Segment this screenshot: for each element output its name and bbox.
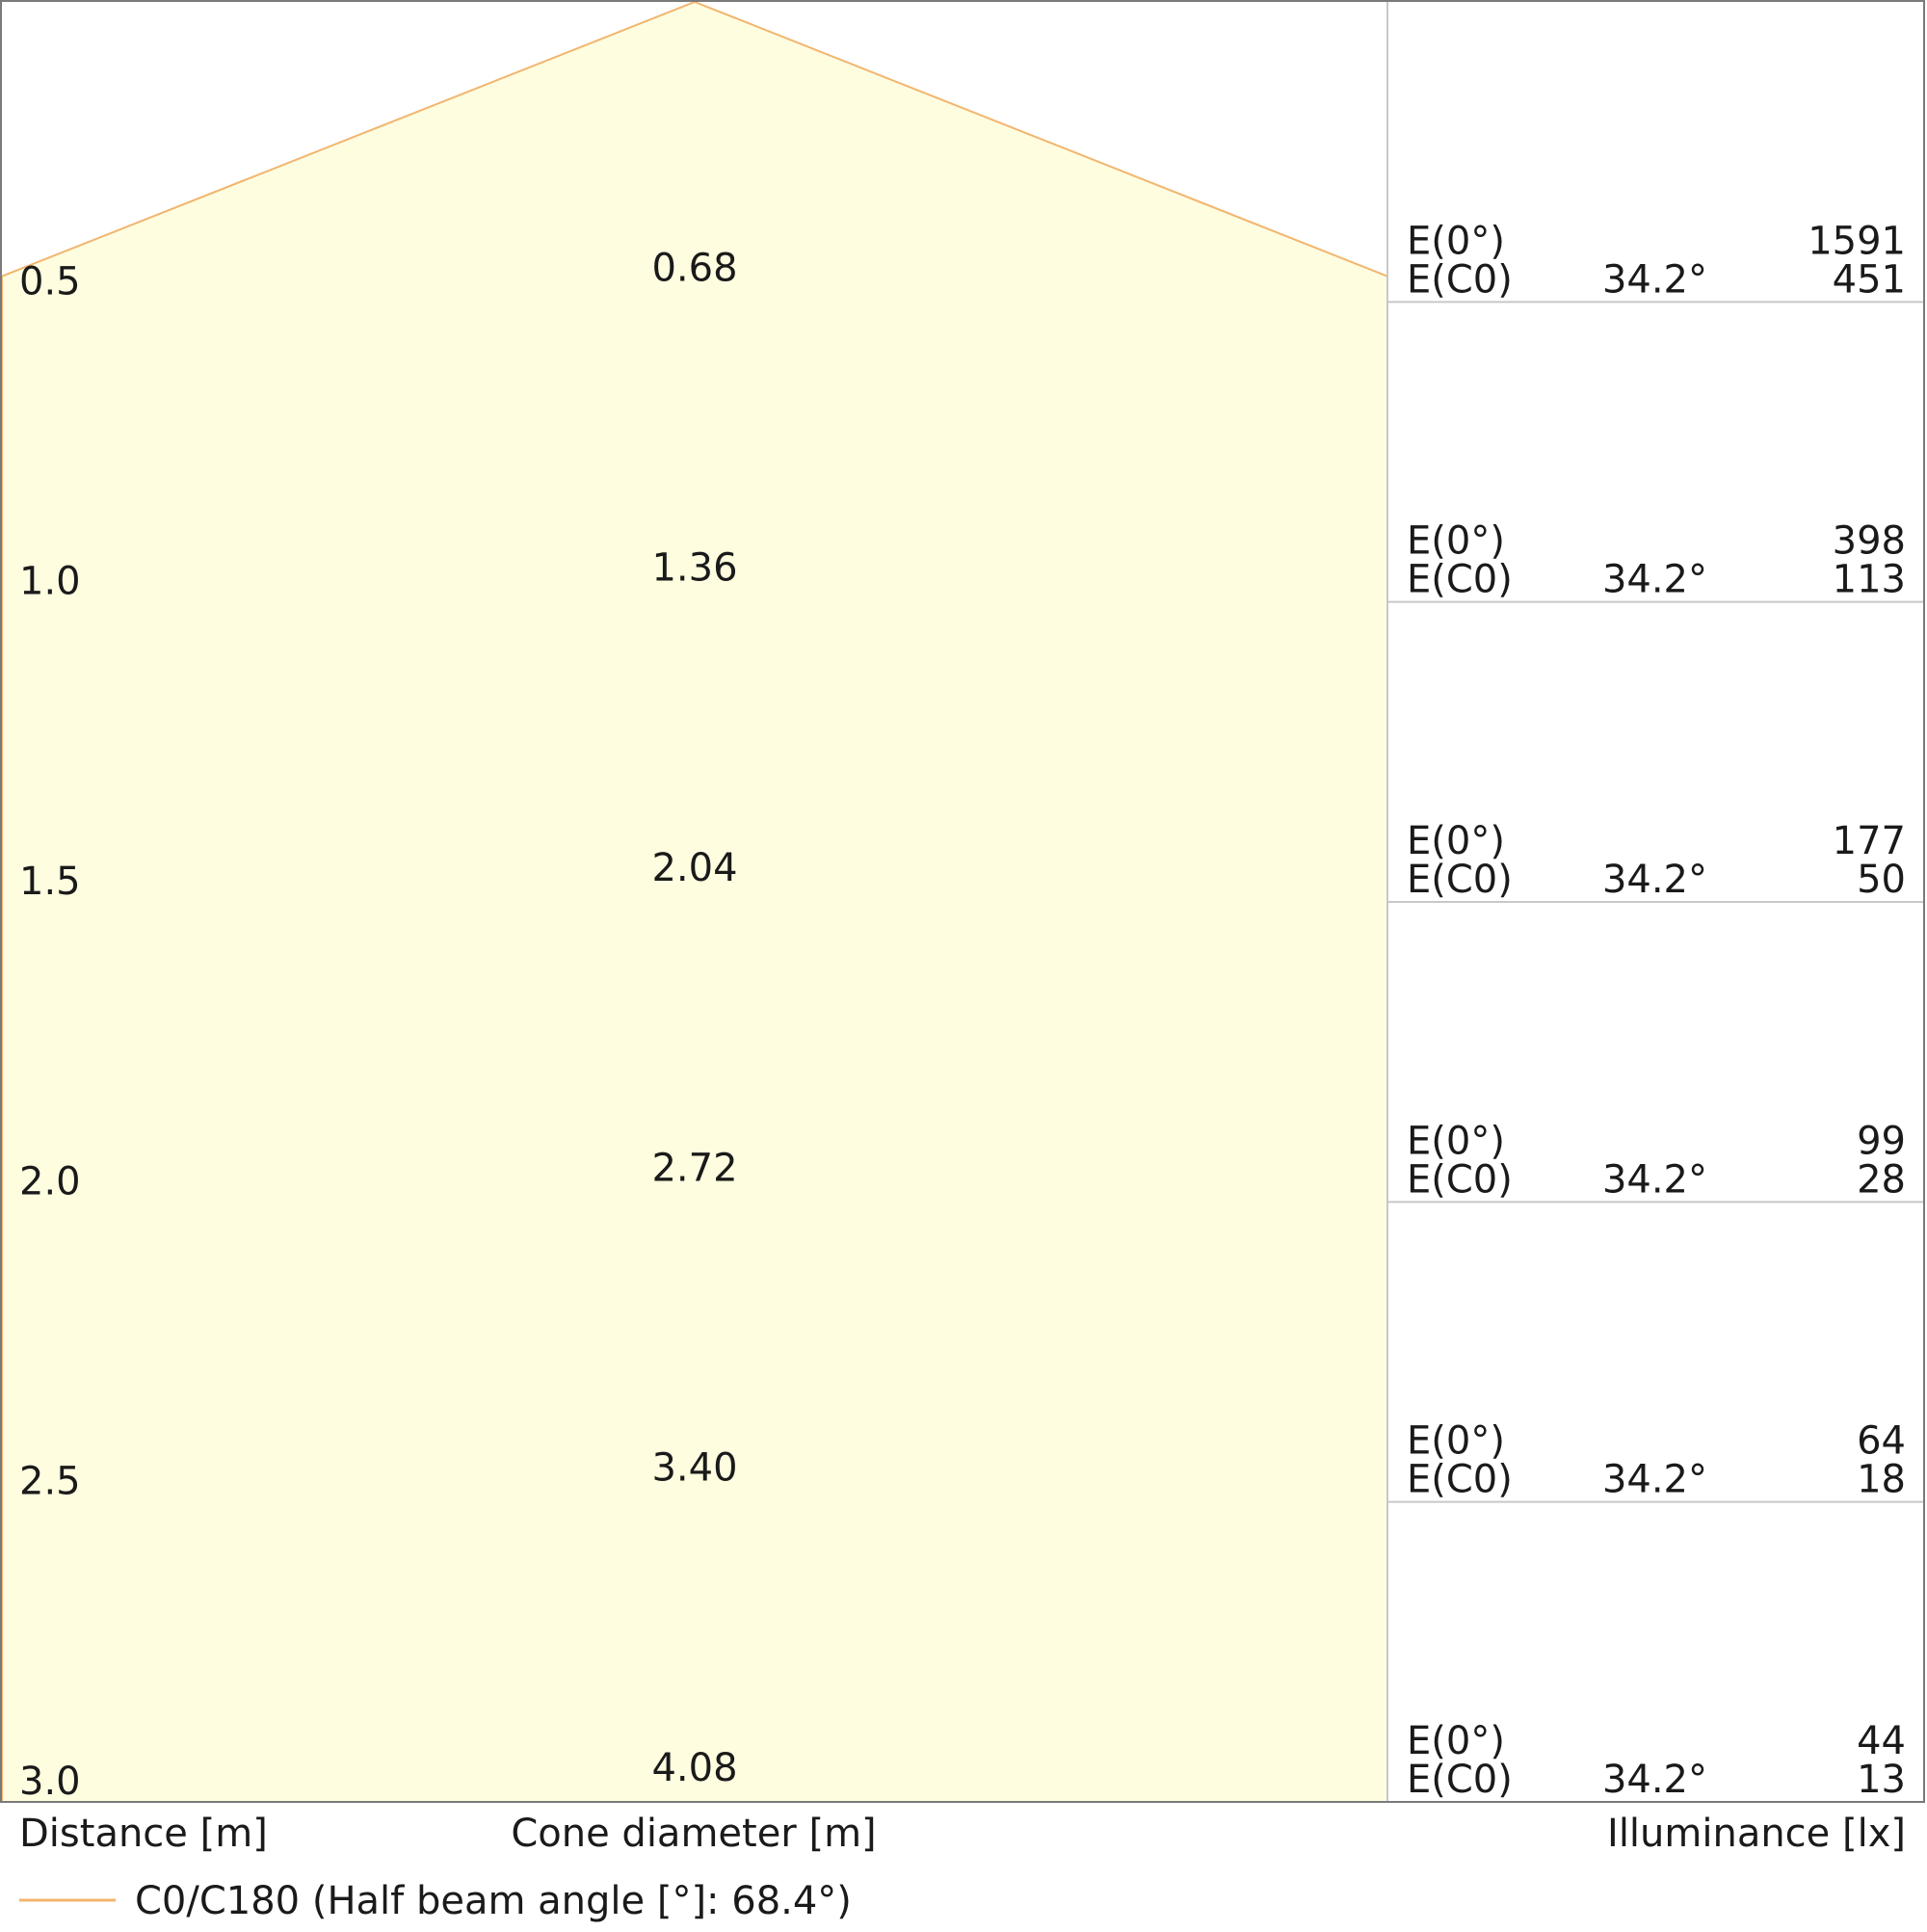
e0-label: E(0°)	[1407, 1419, 1505, 1464]
diameter-label: 2.72	[651, 1146, 737, 1190]
diameter-label: 0.68	[651, 246, 737, 290]
distance-label: 0.5	[19, 259, 81, 304]
ec0-label: E(C0)	[1407, 257, 1513, 302]
distance-label: 1.5	[19, 860, 81, 904]
ec0-value: 451	[1833, 257, 1906, 302]
angle-label: 34.2°	[1602, 1758, 1707, 1802]
e0-label: E(0°)	[1407, 519, 1505, 564]
ec0-value: 18	[1857, 1458, 1906, 1502]
diameter-label: 3.40	[651, 1446, 737, 1491]
distance-label: 3.0	[19, 1760, 81, 1804]
angle-label: 34.2°	[1602, 1157, 1707, 1202]
plot-border	[0, 0, 1925, 1803]
ec0-label: E(C0)	[1407, 858, 1513, 902]
e0-value: 99	[1857, 1119, 1906, 1163]
e0-label: E(0°)	[1407, 219, 1505, 263]
angle-label: 34.2°	[1602, 558, 1707, 602]
e0-value: 44	[1857, 1719, 1906, 1763]
e0-value: 398	[1833, 519, 1906, 564]
x-axis-label: Distance [m]	[19, 1812, 268, 1856]
e0-label: E(0°)	[1407, 1719, 1505, 1763]
legend-label: C0/C180 (Half beam angle [°]: 68.4°)	[135, 1879, 852, 1923]
ec0-label: E(C0)	[1407, 1458, 1513, 1502]
diameter-label: 1.36	[651, 546, 737, 591]
angle-label: 34.2°	[1602, 257, 1707, 302]
ec0-label: E(C0)	[1407, 1157, 1513, 1202]
e0-value: 64	[1857, 1419, 1906, 1464]
ec0-label: E(C0)	[1407, 558, 1513, 602]
distance-label: 1.0	[19, 560, 81, 604]
distance-label: 2.5	[19, 1460, 81, 1504]
ec0-label: E(C0)	[1407, 1758, 1513, 1802]
angle-label: 34.2°	[1602, 1458, 1707, 1502]
e0-label: E(0°)	[1407, 819, 1505, 863]
angle-label: 34.2°	[1602, 858, 1707, 902]
diameter-label: 2.04	[651, 846, 737, 890]
ec0-value: 13	[1857, 1758, 1906, 1802]
diameter-label: 4.08	[651, 1746, 737, 1790]
ec0-value: 50	[1857, 858, 1906, 902]
center-axis-label: Cone diameter [m]	[511, 1812, 876, 1856]
distance-label: 2.0	[19, 1159, 81, 1204]
right-axis-label: Illuminance [lx]	[1607, 1812, 1906, 1856]
e0-value: 177	[1833, 819, 1906, 863]
ec0-value: 113	[1833, 558, 1906, 602]
e0-value: 1591	[1808, 219, 1906, 263]
e0-label: E(0°)	[1407, 1119, 1505, 1163]
ec0-value: 28	[1857, 1157, 1906, 1202]
chart-frame	[0, 0, 1925, 1803]
